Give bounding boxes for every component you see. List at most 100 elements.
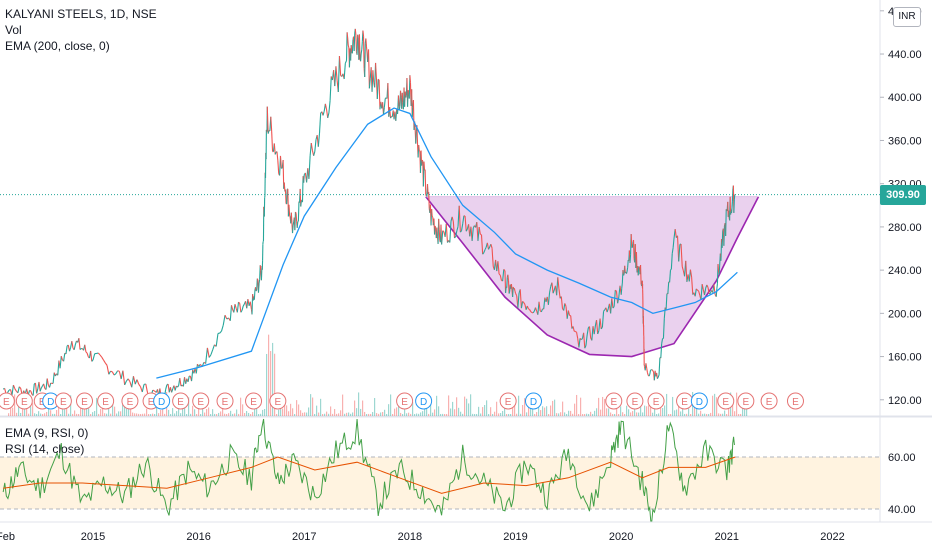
price-tick-label[interactable]: 360.00 <box>888 135 922 147</box>
time-tick-label[interactable]: 2015 <box>81 531 105 543</box>
event-label[interactable]: E <box>722 397 729 408</box>
event-label[interactable]: E <box>197 397 204 408</box>
time-tick-label[interactable]: 2021 <box>715 531 739 543</box>
earnings-marker[interactable] <box>54 392 72 410</box>
price-tick-label[interactable]: 200.00 <box>888 308 922 320</box>
price-segment <box>313 151 316 156</box>
event-label[interactable]: E <box>632 397 639 408</box>
event-label[interactable]: D <box>696 397 703 408</box>
earnings-marker[interactable] <box>499 392 517 410</box>
event-label[interactable]: D <box>530 397 537 408</box>
earnings-marker[interactable] <box>121 392 139 410</box>
earnings-marker[interactable] <box>245 392 263 410</box>
earnings-marker[interactable] <box>396 392 414 410</box>
price-segment <box>165 384 168 390</box>
event-label[interactable]: E <box>792 397 799 408</box>
event-label[interactable]: E <box>653 397 660 408</box>
volume-bar <box>196 413 198 416</box>
price-segment <box>97 352 101 356</box>
time-start-label[interactable]: Feb <box>0 531 15 543</box>
price-tick-label[interactable]: 400.00 <box>888 92 922 104</box>
event-label[interactable]: E <box>81 397 88 408</box>
event-label[interactable]: E <box>3 397 10 408</box>
dividend-marker[interactable] <box>153 392 171 410</box>
rsi-ema-legend[interactable]: EMA (9, RSI, 0) <box>5 426 89 440</box>
time-tick-label[interactable]: 2017 <box>292 531 316 543</box>
volume-bar <box>42 413 44 416</box>
price-tick-label[interactable]: 440.00 <box>888 49 922 61</box>
event-label[interactable]: E <box>505 397 512 408</box>
earnings-marker[interactable] <box>786 392 804 410</box>
dividend-marker[interactable] <box>415 392 433 410</box>
volume-bar <box>414 413 416 416</box>
dividend-marker[interactable] <box>690 392 708 410</box>
rsi-tick-label[interactable]: 60.00 <box>888 452 916 464</box>
event-label[interactable]: E <box>742 397 749 408</box>
earnings-marker[interactable] <box>647 392 665 410</box>
event-label[interactable]: E <box>127 397 134 408</box>
event-label[interactable]: D <box>158 397 165 408</box>
event-label[interactable]: E <box>401 397 408 408</box>
earnings-marker[interactable] <box>626 392 644 410</box>
time-x-axis[interactable]: 2015 2016 2017 2018 2019 2020 2021 2022 Feb <box>0 531 845 543</box>
price-y-axis[interactable]: 120.00160.00200.00240.00280.00320.00360.… <box>880 6 922 407</box>
event-label[interactable]: E <box>177 397 184 408</box>
earnings-marker[interactable] <box>15 392 33 410</box>
volume-bar <box>280 406 282 416</box>
symbol-title[interactable]: KALYANI STEELS, 1D, NSE <box>5 7 157 21</box>
ema-legend[interactable]: EMA (200, close, 0) <box>5 39 110 53</box>
cup-pattern <box>425 196 760 358</box>
event-label[interactable]: E <box>275 397 282 408</box>
earnings-marker[interactable] <box>172 392 190 410</box>
price-tick-label[interactable]: 120.00 <box>888 395 922 407</box>
event-label[interactable]: E <box>766 397 773 408</box>
volume-bar <box>634 408 636 416</box>
earnings-marker[interactable] <box>97 392 115 410</box>
time-tick-label[interactable]: 2020 <box>609 531 633 543</box>
event-label[interactable]: E <box>148 397 155 408</box>
event-label[interactable]: E <box>681 397 688 408</box>
price-series <box>0 28 880 398</box>
time-tick-label[interactable]: 2022 <box>820 531 844 543</box>
price-segment <box>131 376 135 388</box>
event-label[interactable]: E <box>610 397 617 408</box>
volume-bar <box>372 412 374 416</box>
rsi-tick-label[interactable]: 40.00 <box>888 504 916 516</box>
price-tick-label[interactable]: 160.00 <box>888 352 922 364</box>
price-tick-label[interactable]: 240.00 <box>888 265 922 277</box>
price-segment <box>707 287 710 295</box>
volume-bar <box>444 414 446 416</box>
price-segment <box>360 53 362 62</box>
dividend-marker[interactable] <box>524 392 542 410</box>
event-label[interactable]: E <box>102 397 109 408</box>
earnings-marker[interactable] <box>216 392 234 410</box>
time-tick-label[interactable]: 2018 <box>398 531 422 543</box>
event-label[interactable]: E <box>60 397 67 408</box>
vol-legend[interactable]: Vol <box>5 23 22 37</box>
price-segment <box>426 184 429 194</box>
earnings-marker[interactable] <box>717 392 735 410</box>
time-tick-label[interactable]: 2016 <box>186 531 210 543</box>
event-label[interactable]: E <box>250 397 257 408</box>
earnings-marker[interactable] <box>605 392 623 410</box>
currency-badge[interactable]: INR <box>893 7 921 27</box>
event-label[interactable]: D <box>420 397 427 408</box>
event-label[interactable]: E <box>21 397 28 408</box>
time-tick-label[interactable]: 2019 <box>503 531 527 543</box>
earnings-marker[interactable] <box>192 392 210 410</box>
rsi-name-legend[interactable]: RSI (14, close) <box>5 442 85 456</box>
event-label[interactable]: E <box>222 397 229 408</box>
earnings-marker[interactable] <box>737 392 755 410</box>
price-segment <box>241 305 244 311</box>
earnings-marker[interactable] <box>269 392 287 410</box>
earnings-marker[interactable] <box>760 392 778 410</box>
price-segment <box>451 216 454 222</box>
price-tick-label[interactable]: 280.00 <box>888 222 922 234</box>
event-label[interactable]: D <box>47 397 54 408</box>
earnings-marker[interactable] <box>76 392 94 410</box>
price-segment <box>615 291 619 304</box>
price-segment <box>567 310 571 316</box>
earnings-marker[interactable] <box>0 392 15 410</box>
